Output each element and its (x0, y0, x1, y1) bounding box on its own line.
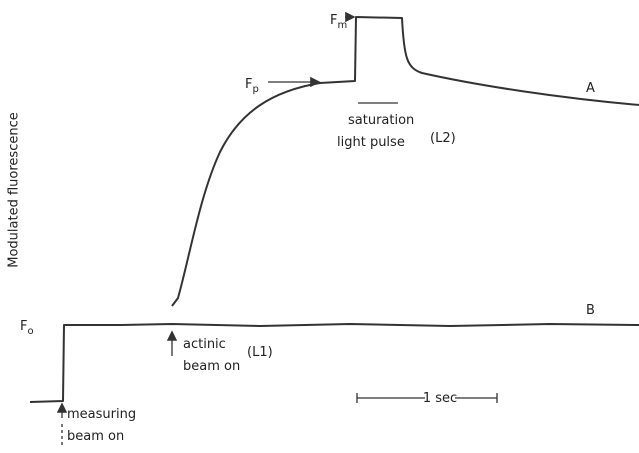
fm-label: Fm (330, 13, 347, 31)
y-axis-label: Modulated fluorescence (7, 112, 22, 267)
scale-label: 1 sec (423, 391, 457, 406)
actinic-line-2: beam on (183, 359, 240, 374)
saturation-line-1: saturation (348, 113, 414, 128)
trace-b-label: B (586, 303, 595, 318)
saturation-line-2: light pulse (337, 135, 405, 150)
measuring-line-2: beam on (67, 429, 124, 444)
actinic-line-1: actinic (183, 337, 226, 352)
fp-label: Fp (245, 77, 259, 95)
fo-label: Fo (20, 319, 34, 337)
saturation-tag: (L2) (430, 131, 456, 146)
actinic-tag: (L1) (247, 345, 273, 360)
measuring-line-1: measuring (67, 407, 136, 422)
trace-a-label: A (586, 81, 595, 96)
trace-b (29, 323, 639, 403)
trace-a (171, 16, 639, 307)
